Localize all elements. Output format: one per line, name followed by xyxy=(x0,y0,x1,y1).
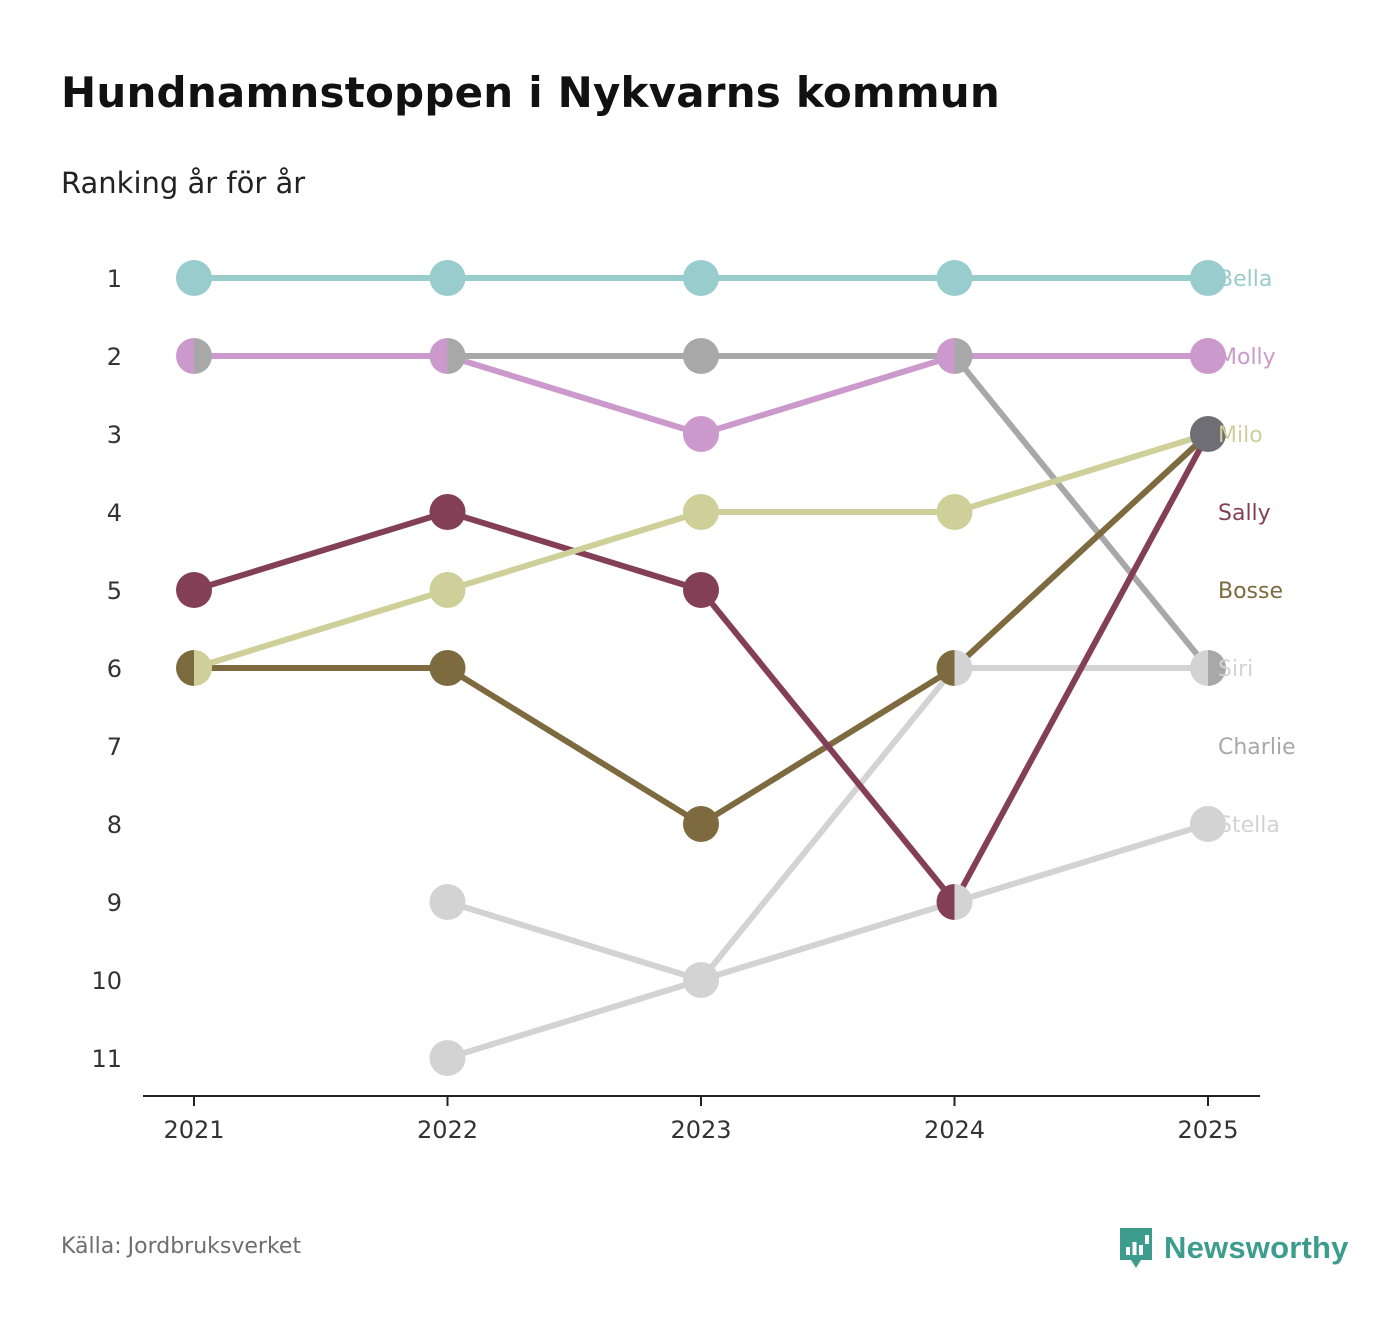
point-molly-2024 xyxy=(936,338,955,374)
y-tick-label-2: 2 xyxy=(107,343,122,371)
point-molly-2021 xyxy=(176,338,194,374)
point-siri-2025 xyxy=(1208,650,1226,686)
series-label-bosse: Bosse xyxy=(1218,579,1283,604)
source-label: Källa: xyxy=(61,1234,122,1259)
y-tick-label-8: 8 xyxy=(107,811,122,839)
point-molly-2022 xyxy=(429,338,448,374)
point-milo-2024 xyxy=(936,494,973,530)
y-tick-label-4: 4 xyxy=(107,499,122,527)
series-label-siri: Siri xyxy=(1218,657,1253,682)
point-stella-2023 xyxy=(701,962,719,998)
brand-name: Newsworthy xyxy=(1164,1230,1349,1265)
chart-subtitle: Ranking år för år xyxy=(61,166,306,200)
x-tick-label-2023: 2023 xyxy=(670,1116,731,1144)
point-bella-2024 xyxy=(936,260,973,296)
point-sally-2022 xyxy=(429,494,466,530)
point-siri-2021 xyxy=(194,338,212,374)
point-siri-2024 xyxy=(954,338,973,374)
point-charlie-2025 xyxy=(1190,650,1208,686)
series-label-molly: Molly xyxy=(1218,345,1276,370)
series-label-bella: Bella xyxy=(1218,267,1272,292)
point-stella-2024 xyxy=(954,884,973,920)
point-molly-2025 xyxy=(1190,338,1226,374)
y-tick-label-7: 7 xyxy=(107,733,122,761)
point-milo-2023 xyxy=(683,494,719,530)
series-line-stella xyxy=(444,821,1211,1061)
point-siri-2023 xyxy=(683,338,719,374)
point-tied-2025-rank-3 xyxy=(1190,416,1226,452)
series-label-sally: Sally xyxy=(1218,501,1271,526)
chart-title: Hundnamnstoppen i Nykvarns kommun xyxy=(61,68,1001,117)
point-bosse-2023 xyxy=(683,806,719,842)
point-milo-2022 xyxy=(429,572,466,608)
series-line-bosse xyxy=(191,431,1211,827)
x-tick-label-2025: 2025 xyxy=(1177,1116,1238,1144)
point-siri-2022 xyxy=(447,338,466,374)
point-bella-2025 xyxy=(1190,260,1226,296)
point-bella-2022 xyxy=(429,260,466,296)
point-sally-2023 xyxy=(683,572,719,608)
point-charlie-2023 xyxy=(683,962,701,998)
y-tick-label-6: 6 xyxy=(107,655,122,683)
y-tick-label-11: 11 xyxy=(91,1045,122,1073)
point-stella-2022 xyxy=(429,1040,466,1076)
series-label-milo: Milo xyxy=(1218,423,1263,448)
y-tick-label-5: 5 xyxy=(107,577,122,605)
series-line-charlie xyxy=(444,665,1211,983)
series-line-milo xyxy=(191,431,1211,671)
x-tick-label-2021: 2021 xyxy=(163,1116,224,1144)
newsworthy-logo-icon xyxy=(1120,1228,1152,1268)
point-sally-2021 xyxy=(176,572,212,608)
y-tick-label-1: 1 xyxy=(107,265,122,293)
point-bella-2021 xyxy=(176,260,212,296)
y-tick-label-10: 10 xyxy=(91,967,122,995)
point-molly-2023 xyxy=(683,416,719,452)
y-tick-label-3: 3 xyxy=(107,421,122,449)
point-stella-2025 xyxy=(1190,806,1226,842)
source-note: Källa: Jordbruksverket xyxy=(61,1234,301,1259)
y-tick-label-9: 9 xyxy=(107,889,122,917)
brand-logo: Newsworthy xyxy=(1118,1226,1349,1270)
point-sally-2024 xyxy=(936,884,955,920)
series-label-stella: Stella xyxy=(1218,813,1280,838)
x-tick-label-2024: 2024 xyxy=(924,1116,985,1144)
source-name: Jordbruksverket xyxy=(127,1234,302,1259)
point-bella-2023 xyxy=(683,260,719,296)
point-milo-2021 xyxy=(194,650,212,686)
x-tick-label-2022: 2022 xyxy=(417,1116,478,1144)
point-bosse-2022 xyxy=(429,650,466,686)
point-charlie-2022 xyxy=(429,884,466,920)
point-charlie-2024 xyxy=(954,650,973,686)
point-bosse-2024 xyxy=(936,650,955,686)
series-label-charlie: Charlie xyxy=(1218,735,1296,760)
point-bosse-2021 xyxy=(176,650,194,686)
